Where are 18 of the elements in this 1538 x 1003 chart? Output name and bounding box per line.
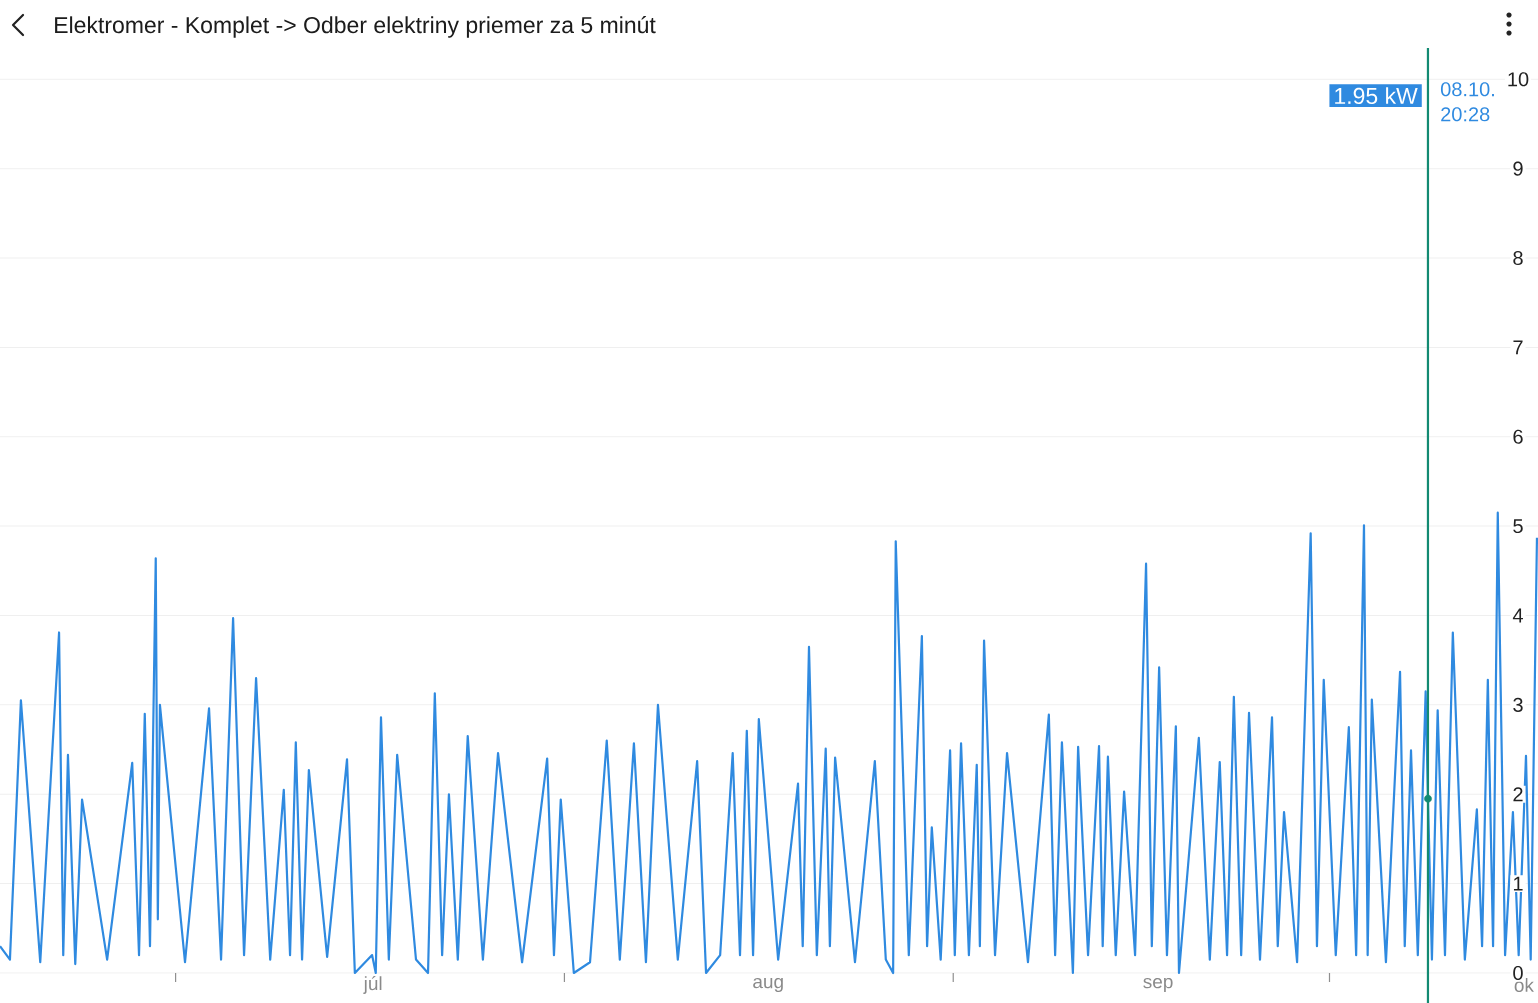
chart-title: Elektromer - Komplet -> Odber elektriny priemer za 5 minút bbox=[55, 16, 656, 38]
y-tick-label: 2 bbox=[1513, 787, 1523, 802]
y-tick-label: 0 bbox=[1513, 965, 1523, 981]
x-tick-label: aug bbox=[753, 977, 783, 993]
y-tick-label: 8 bbox=[1513, 250, 1523, 266]
ref-line-label: 08.10. 20:28 bbox=[1440, 82, 1494, 122]
y-tick-label: 9 bbox=[1513, 161, 1523, 176]
x-tick-label: ok bbox=[1514, 978, 1534, 992]
annotation: 1.95 kW bbox=[1335, 87, 1418, 105]
y-tick-label: 1 bbox=[1513, 876, 1523, 891]
y-tick-label: 7 bbox=[1513, 340, 1523, 355]
y-tick-label: 5 bbox=[1513, 519, 1523, 534]
x-tick-label: sep bbox=[1143, 977, 1173, 993]
y-tick-label: 6 bbox=[1513, 429, 1523, 444]
y-tick-label: 4 bbox=[1512, 608, 1523, 623]
y-tick-label: 10 bbox=[1508, 72, 1529, 87]
y-tick-label: 3 bbox=[1513, 697, 1523, 712]
x-tick-label: júl bbox=[363, 976, 382, 994]
